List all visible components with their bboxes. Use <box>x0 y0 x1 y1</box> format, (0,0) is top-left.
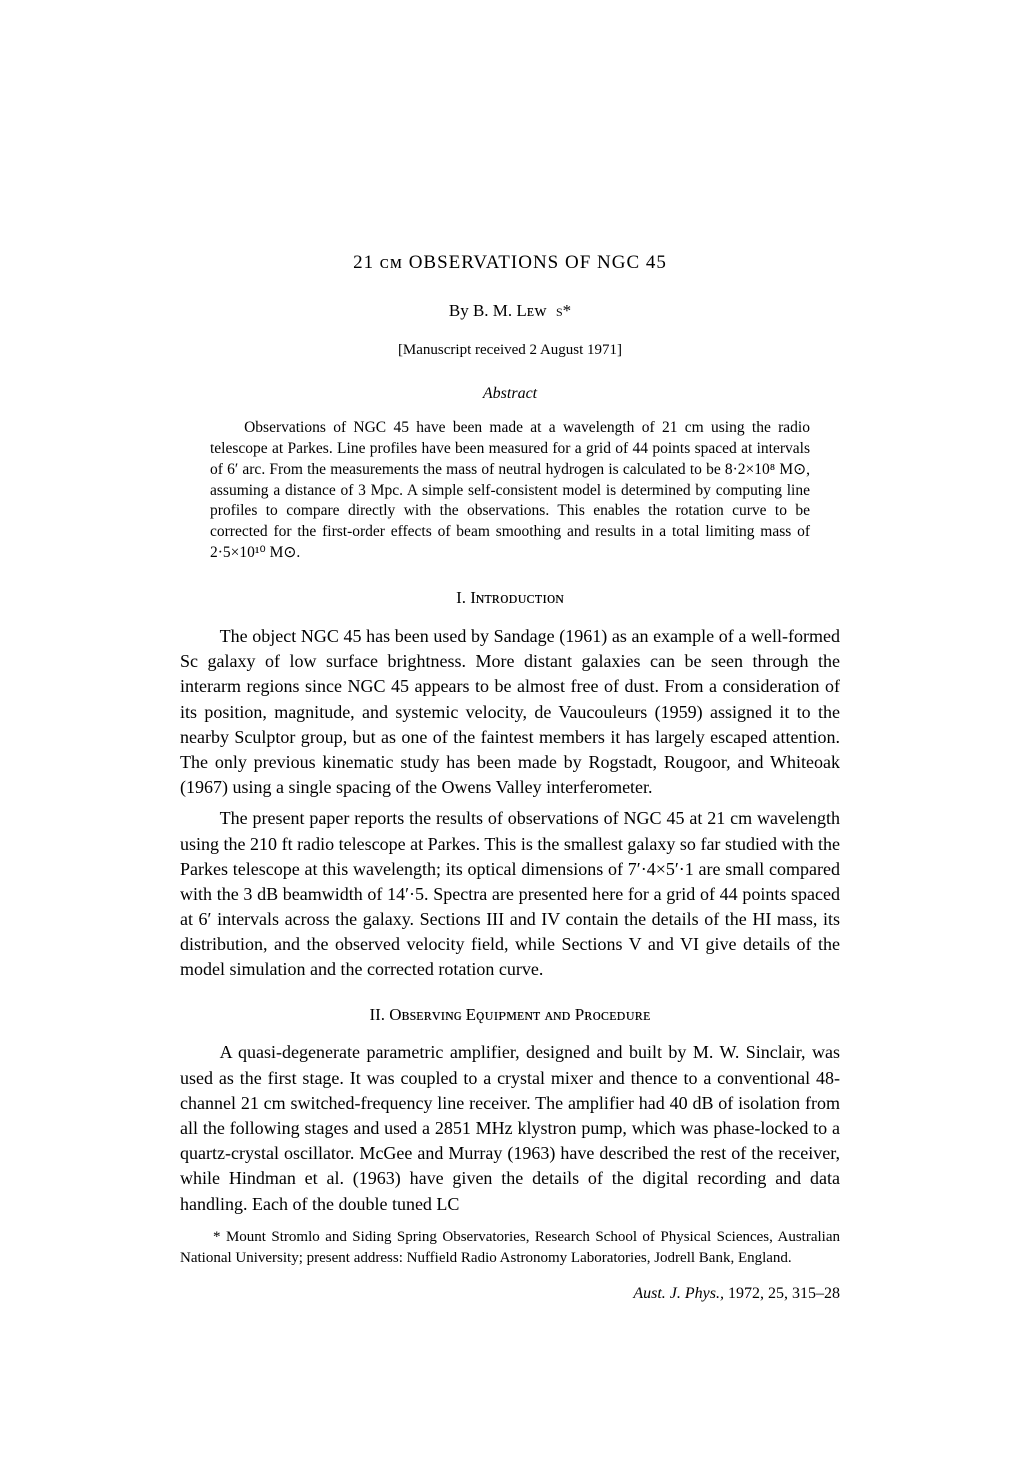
section-2-heading: II. Oʙsᴇʀᴠɪɴɢ Eǫᴜɪᴘᴍᴇɴᴛ ᴀɴᴅ Pʀᴏᴄᴇᴅᴜʀᴇ <box>180 1003 840 1027</box>
abstract-heading: Abstract <box>180 383 840 405</box>
byline: By B. M. Lᴇᴡɪs* <box>180 299 840 323</box>
section-1-para-2: The present paper reports the results of… <box>180 806 840 982</box>
author-footnote: * Mount Stromlo and Siding Spring Observ… <box>180 1227 840 1269</box>
section-1-para-1: The object NGC 45 has been used by Sanda… <box>180 624 840 800</box>
author-name: Lᴇᴡɪs* <box>516 301 571 320</box>
section-2-para-1: A quasi-degenerate parametric amplifier,… <box>180 1040 840 1216</box>
section-1-heading: I. Iɴᴛʀᴏᴅᴜᴄᴛɪᴏɴ <box>180 586 840 610</box>
manuscript-received: [Manuscript received 2 August 1971] <box>180 340 840 361</box>
journal-reference: Aust. J. Phys., 1972, 25, 315–28 <box>180 1283 840 1305</box>
paper-title: 21 ᴄᴍ OBSERVATIONS OF NGC 45 <box>180 250 840 277</box>
abstract-body: Observations of NGC 45 have been made at… <box>210 418 810 564</box>
paper-page: 21 ᴄᴍ OBSERVATIONS OF NGC 45 By B. M. Lᴇ… <box>0 0 1020 1479</box>
journal-ref-italic: Aust. J. Phys., <box>633 1285 728 1302</box>
byline-prefix: By B. M. <box>449 301 517 320</box>
journal-ref-rest: 1972, 25, 315–28 <box>728 1285 840 1302</box>
